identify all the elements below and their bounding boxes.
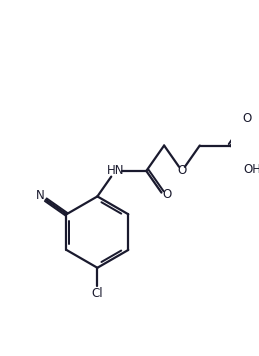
Text: N: N — [35, 189, 44, 202]
Text: O: O — [177, 164, 186, 177]
Text: O: O — [163, 188, 172, 201]
Text: HN: HN — [106, 164, 124, 177]
Text: O: O — [242, 112, 252, 125]
Text: Cl: Cl — [92, 287, 103, 300]
Text: OH: OH — [243, 163, 259, 176]
